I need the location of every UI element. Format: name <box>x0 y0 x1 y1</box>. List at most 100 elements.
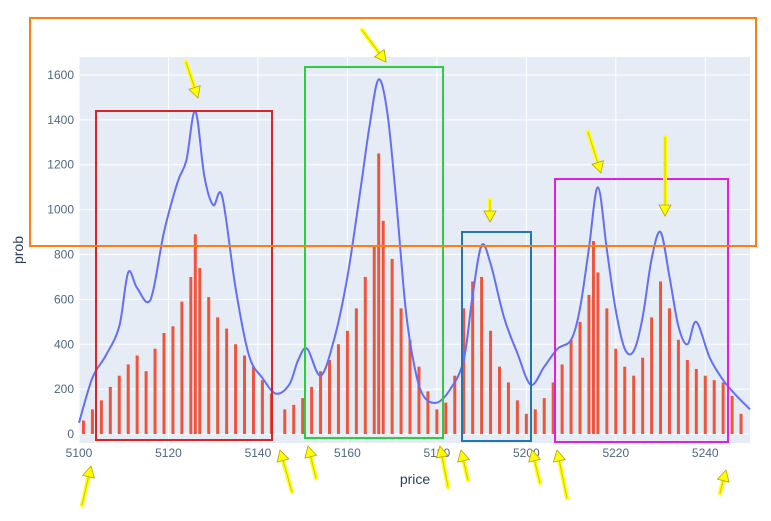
bar <box>198 267 202 435</box>
arrow-shaft-outline <box>719 480 724 494</box>
y-tick-label: 600 <box>54 292 74 306</box>
x-tick-label: 5220 <box>602 446 629 460</box>
bar <box>251 366 255 435</box>
arrow-shaft-outline <box>463 460 469 481</box>
bar <box>162 333 166 435</box>
bar <box>596 272 600 435</box>
arrow-head <box>188 85 201 99</box>
bar <box>193 234 197 435</box>
bar <box>471 281 475 435</box>
bar <box>591 241 595 435</box>
y-tick-label: 800 <box>54 247 74 261</box>
arrow-shaft-outline <box>534 460 541 484</box>
arrow-head <box>528 449 542 463</box>
bar <box>390 258 394 435</box>
annotation-box <box>461 231 532 442</box>
bar <box>354 308 358 435</box>
bar <box>489 330 493 435</box>
annotation-arrow <box>184 60 201 99</box>
annotation-arrow <box>435 445 450 489</box>
y-tick-label: 1200 <box>47 158 74 172</box>
bar <box>153 348 157 435</box>
bar <box>171 326 175 435</box>
bar <box>605 308 609 435</box>
arrow-head <box>483 210 497 223</box>
arrow-shaft-outline <box>310 456 317 479</box>
annotation-arrows <box>80 28 730 507</box>
bar <box>399 308 403 435</box>
density-line-group <box>78 78 751 424</box>
bar <box>345 330 349 435</box>
bar <box>587 294 591 435</box>
arrow-shaft-outline <box>441 456 449 488</box>
bar <box>319 371 323 435</box>
plot-background <box>79 57 750 443</box>
bar <box>739 413 743 435</box>
bar <box>283 409 287 435</box>
arrow-head <box>81 465 95 479</box>
bar <box>444 402 448 435</box>
bar <box>694 368 698 435</box>
bar <box>614 348 618 435</box>
annotation-arrow <box>483 198 497 223</box>
arrow-head <box>552 449 566 463</box>
y-tick-label: 1000 <box>47 203 74 217</box>
arrow-head <box>304 445 318 459</box>
bar <box>632 375 636 435</box>
bar <box>126 364 130 435</box>
bar <box>144 371 148 435</box>
x-tick-label: 5140 <box>245 446 272 460</box>
bar <box>243 355 247 435</box>
annotation-arrow <box>360 28 387 63</box>
arrow-shaft-outline <box>81 476 90 506</box>
y-tick-label: 400 <box>54 337 74 351</box>
annotation-arrow <box>716 469 730 495</box>
annotation-arrow <box>552 449 569 500</box>
annotation-arrow <box>457 449 471 482</box>
bar <box>426 391 430 435</box>
bar <box>90 409 94 435</box>
annotation-arrow <box>80 465 95 507</box>
y-tick-label: 1400 <box>47 113 74 127</box>
bar <box>685 359 689 435</box>
annotation-arrow <box>586 130 604 174</box>
bar <box>667 308 671 435</box>
density-line <box>78 78 751 424</box>
bar <box>542 398 546 435</box>
bar <box>363 276 367 435</box>
bar <box>336 344 340 435</box>
bar <box>180 301 184 435</box>
bar <box>117 375 121 435</box>
annotation-arrow <box>658 135 672 217</box>
bar <box>377 153 381 435</box>
bar <box>659 281 663 435</box>
bar <box>703 375 707 435</box>
bar <box>417 366 421 435</box>
bar <box>216 317 220 435</box>
bar <box>381 220 385 435</box>
bar <box>712 380 716 435</box>
arrow-head <box>276 449 290 463</box>
bar <box>524 413 528 435</box>
bar <box>108 386 112 435</box>
y-tick-label: 200 <box>54 382 74 396</box>
y-axis-label: prob <box>10 236 26 264</box>
bar <box>99 400 103 435</box>
bar <box>569 339 573 435</box>
arrow-head <box>373 48 387 63</box>
bar <box>480 276 484 435</box>
y-tick-label: 1600 <box>47 68 74 82</box>
bar <box>453 375 457 435</box>
arrow-shaft-outline <box>185 61 195 88</box>
bar <box>435 409 439 435</box>
bar <box>207 297 211 435</box>
bar <box>650 317 654 435</box>
annotation-box <box>304 66 444 439</box>
annotation-arrow <box>276 449 294 494</box>
arrow-shaft-outline <box>282 460 293 493</box>
bar <box>81 420 85 435</box>
bar <box>234 344 238 435</box>
bar <box>578 321 582 435</box>
bar <box>730 395 734 435</box>
